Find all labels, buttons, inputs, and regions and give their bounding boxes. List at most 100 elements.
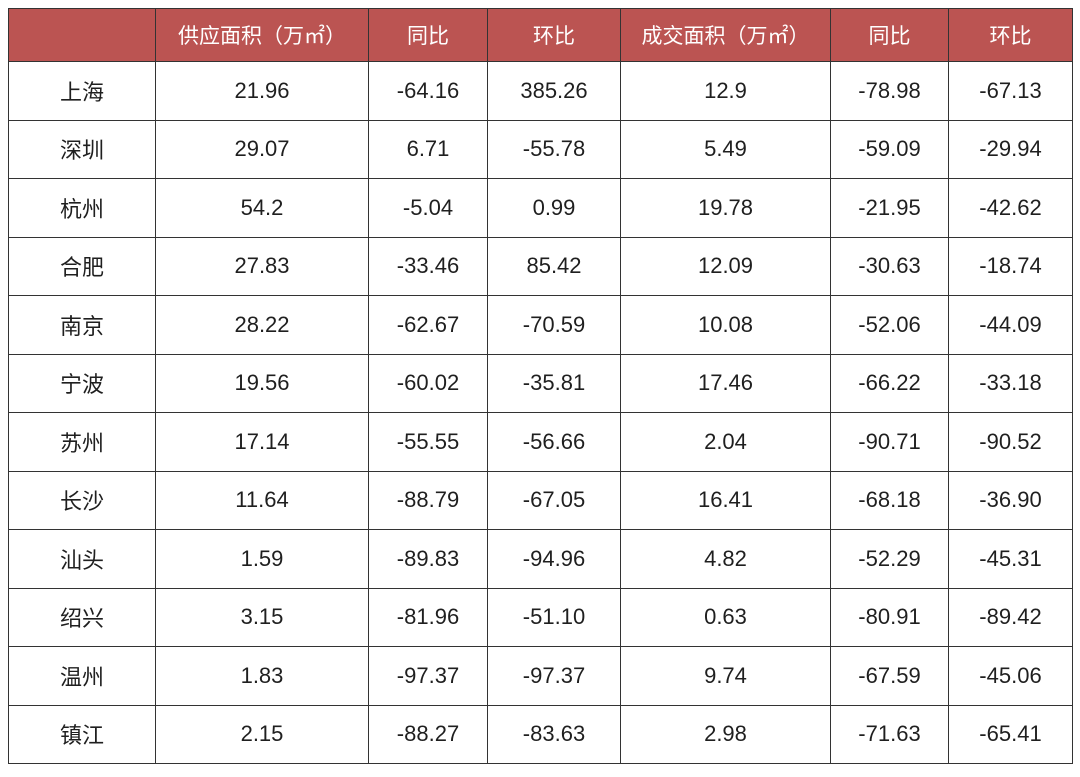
value-cell: -90.52	[948, 412, 1073, 472]
value-cell: -59.09	[830, 119, 949, 179]
table-row: 上海 21.96 -64.16 385.26 12.9 -78.98 -67.13	[8, 61, 1073, 121]
city-supply-transaction-table: 供应面积（万㎡） 同比 环比 成交面积（万㎡） 同比 环比 上海 21.96 -64…	[8, 8, 1073, 764]
table-header: 供应面积（万㎡） 同比 环比 成交面积（万㎡） 同比 环比	[8, 8, 1073, 62]
city-cell: 长沙	[8, 470, 156, 530]
table-body: 上海 21.96 -64.16 385.26 12.9 -78.98 -67.13 深圳 29.…	[8, 61, 1073, 764]
value-cell: -97.37	[487, 646, 621, 706]
value-cell: -70.59	[487, 295, 621, 355]
header-cell-supply-area: 供应面积（万㎡）	[155, 8, 369, 62]
table-row: 合肥 27.83 -33.46 85.42 12.09 -30.63 -18.74	[8, 236, 1073, 296]
table-row: 宁波 19.56 -60.02 -35.81 17.46 -66.22 -33.18	[8, 353, 1073, 413]
value-cell: 4.82	[620, 529, 831, 589]
table-row: 杭州 54.2 -5.04 0.99 19.78 -21.95 -42.62	[8, 178, 1073, 238]
table-row: 苏州 17.14 -55.55 -56.66 2.04 -90.71 -90.52	[8, 412, 1073, 472]
value-cell: -81.96	[368, 587, 488, 647]
header-cell-transaction-yoy: 同比	[830, 8, 949, 62]
city-cell: 汕头	[8, 529, 156, 589]
value-cell: 11.64	[155, 470, 369, 530]
value-cell: -68.18	[830, 470, 949, 530]
value-cell: -78.98	[830, 61, 949, 121]
header-cell-supply-mom: 环比	[487, 8, 621, 62]
value-cell: -33.46	[368, 236, 488, 296]
value-cell: 17.46	[620, 353, 831, 413]
value-cell: -52.06	[830, 295, 949, 355]
value-cell: -62.67	[368, 295, 488, 355]
header-row: 供应面积（万㎡） 同比 环比 成交面积（万㎡） 同比 环比	[8, 8, 1073, 62]
value-cell: -67.59	[830, 646, 949, 706]
value-cell: 9.74	[620, 646, 831, 706]
value-cell: -55.78	[487, 119, 621, 179]
value-cell: -94.96	[487, 529, 621, 589]
value-cell: -33.18	[948, 353, 1073, 413]
value-cell: 29.07	[155, 119, 369, 179]
value-cell: -35.81	[487, 353, 621, 413]
value-cell: -51.10	[487, 587, 621, 647]
value-cell: 10.08	[620, 295, 831, 355]
value-cell: 5.49	[620, 119, 831, 179]
value-cell: 16.41	[620, 470, 831, 530]
value-cell: -36.90	[948, 470, 1073, 530]
value-cell: 19.56	[155, 353, 369, 413]
city-cell: 杭州	[8, 178, 156, 238]
value-cell: -64.16	[368, 61, 488, 121]
value-cell: -88.27	[368, 704, 488, 764]
value-cell: 12.9	[620, 61, 831, 121]
value-cell: -90.71	[830, 412, 949, 472]
value-cell: -42.62	[948, 178, 1073, 238]
value-cell: -89.83	[368, 529, 488, 589]
table-row: 汕头 1.59 -89.83 -94.96 4.82 -52.29 -45.31	[8, 529, 1073, 589]
city-cell: 苏州	[8, 412, 156, 472]
value-cell: 54.2	[155, 178, 369, 238]
value-cell: -21.95	[830, 178, 949, 238]
table-row: 南京 28.22 -62.67 -70.59 10.08 -52.06 -44.09	[8, 295, 1073, 355]
value-cell: 12.09	[620, 236, 831, 296]
header-cell-city	[8, 8, 156, 62]
value-cell: 3.15	[155, 587, 369, 647]
value-cell: 0.99	[487, 178, 621, 238]
value-cell: -5.04	[368, 178, 488, 238]
value-cell: 385.26	[487, 61, 621, 121]
value-cell: 17.14	[155, 412, 369, 472]
table-row: 绍兴 3.15 -81.96 -51.10 0.63 -80.91 -89.42	[8, 587, 1073, 647]
value-cell: -44.09	[948, 295, 1073, 355]
value-cell: 6.71	[368, 119, 488, 179]
value-cell: -89.42	[948, 587, 1073, 647]
city-cell: 宁波	[8, 353, 156, 413]
value-cell: -67.13	[948, 61, 1073, 121]
value-cell: -88.79	[368, 470, 488, 530]
value-cell: -29.94	[948, 119, 1073, 179]
value-cell: -60.02	[368, 353, 488, 413]
value-cell: -97.37	[368, 646, 488, 706]
value-cell: -83.63	[487, 704, 621, 764]
header-cell-transaction-area: 成交面积（万㎡）	[620, 8, 831, 62]
city-cell: 镇江	[8, 704, 156, 764]
value-cell: 21.96	[155, 61, 369, 121]
table-row: 深圳 29.07 6.71 -55.78 5.49 -59.09 -29.94	[8, 119, 1073, 179]
value-cell: -18.74	[948, 236, 1073, 296]
value-cell: 2.98	[620, 704, 831, 764]
value-cell: -30.63	[830, 236, 949, 296]
table-row: 镇江 2.15 -88.27 -83.63 2.98 -71.63 -65.41	[8, 704, 1073, 764]
value-cell: 28.22	[155, 295, 369, 355]
value-cell: -67.05	[487, 470, 621, 530]
value-cell: -80.91	[830, 587, 949, 647]
city-cell: 合肥	[8, 236, 156, 296]
city-cell: 温州	[8, 646, 156, 706]
city-cell: 深圳	[8, 119, 156, 179]
value-cell: 1.59	[155, 529, 369, 589]
value-cell: -45.06	[948, 646, 1073, 706]
city-cell: 上海	[8, 61, 156, 121]
value-cell: 2.04	[620, 412, 831, 472]
city-cell: 绍兴	[8, 587, 156, 647]
value-cell: -55.55	[368, 412, 488, 472]
value-cell: 19.78	[620, 178, 831, 238]
value-cell: -52.29	[830, 529, 949, 589]
header-cell-supply-yoy: 同比	[368, 8, 488, 62]
value-cell: 27.83	[155, 236, 369, 296]
value-cell: -66.22	[830, 353, 949, 413]
header-cell-transaction-mom: 环比	[948, 8, 1073, 62]
value-cell: -56.66	[487, 412, 621, 472]
value-cell: -71.63	[830, 704, 949, 764]
value-cell: 1.83	[155, 646, 369, 706]
